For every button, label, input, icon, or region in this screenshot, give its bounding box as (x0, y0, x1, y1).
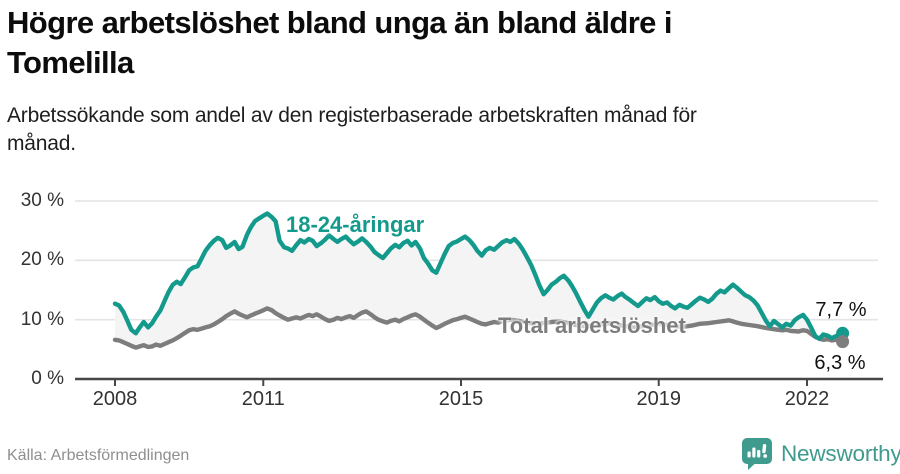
y-axis-tick-label: 0 % (31, 368, 64, 389)
bar-chart-speech-bubble-icon (742, 438, 772, 470)
page-title: Högre arbetslöshet bland unga än bland ä… (7, 3, 892, 83)
title-line-1: Högre arbetslöshet bland unga än bland ä… (7, 5, 672, 40)
newsworthy-logo[interactable]: Newsworthy (741, 437, 900, 471)
x-axis-tick-label: 2011 (241, 388, 285, 410)
series-label-youth: 18-24-åringar (286, 212, 425, 237)
chart-subtitle: Arbetssökande som andel av den registerb… (7, 102, 882, 158)
x-axis-tick-label: 2019 (636, 388, 681, 410)
x-axis-tick-label: 2008 (92, 388, 138, 410)
title-line-2: Tomelilla (7, 45, 134, 80)
x-axis-tick-label: 2022 (784, 388, 830, 410)
source-note: Källa: Arbetsförmedlingen (7, 447, 190, 464)
x-axis-tick-label: 2015 (438, 388, 484, 410)
logo-wordmark: Newsworthy (781, 441, 900, 466)
subtitle-line-1: Arbetssökande som andel av den registerb… (7, 104, 697, 127)
y-axis-tick-label: 30 % (20, 190, 64, 211)
subtitle-line-2: månad. (7, 132, 76, 155)
endpoint-label-total: 6,3 % (814, 352, 866, 374)
endpoint-label-youth: 7,7 % (815, 299, 867, 321)
y-axis-tick-label: 20 % (20, 249, 64, 271)
y-axis-tick-label: 10 % (20, 308, 64, 330)
series-label-total: Total arbetslöshet (498, 313, 686, 338)
